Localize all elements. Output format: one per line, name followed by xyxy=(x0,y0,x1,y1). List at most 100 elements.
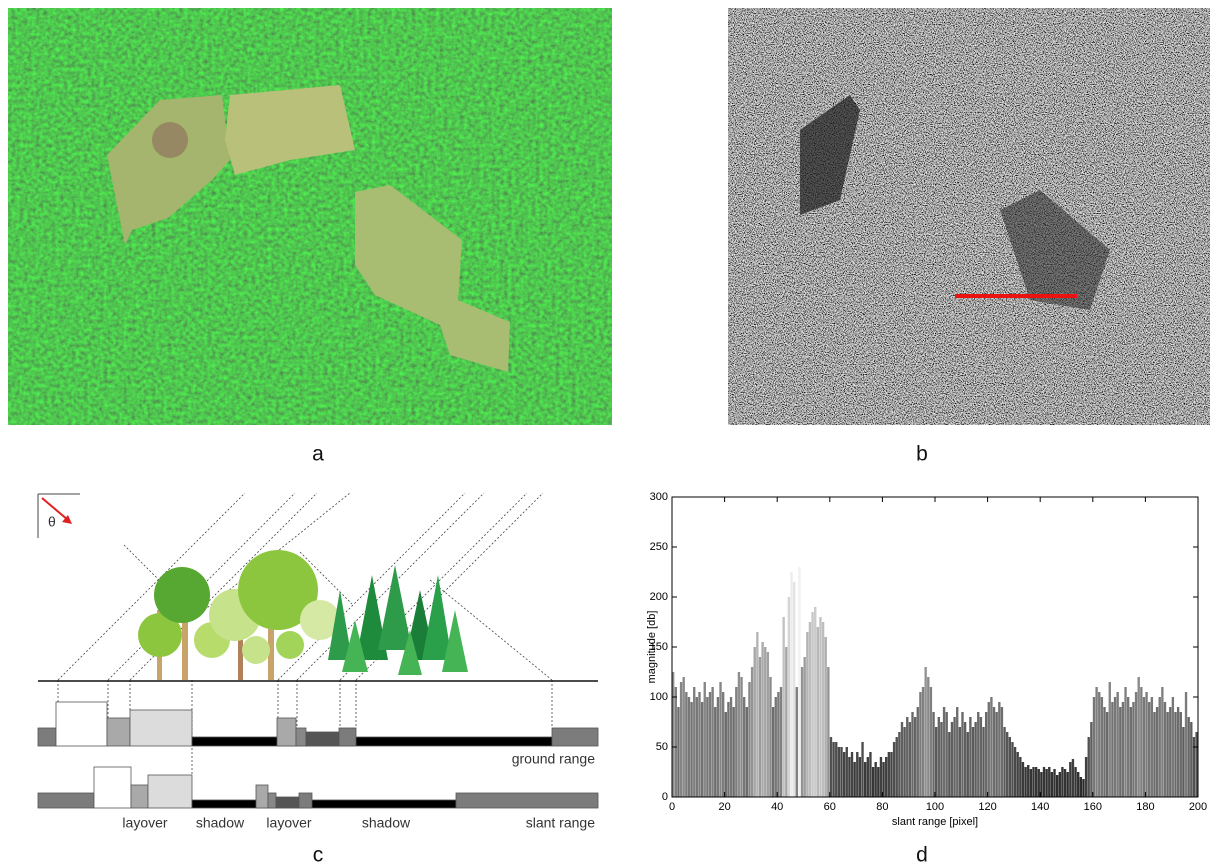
bar xyxy=(698,692,700,797)
bar xyxy=(835,742,837,797)
bar xyxy=(861,742,863,797)
bar xyxy=(801,667,803,797)
bar xyxy=(1111,702,1113,797)
x-tick-label: 200 xyxy=(1189,801,1207,813)
bar xyxy=(804,657,806,797)
bar xyxy=(775,697,777,797)
bar xyxy=(780,687,782,797)
bar xyxy=(953,717,955,797)
bar xyxy=(969,717,971,797)
bar xyxy=(1053,769,1055,797)
bar xyxy=(1077,772,1079,797)
bar xyxy=(806,632,808,797)
bar xyxy=(896,737,898,797)
bar xyxy=(985,712,987,797)
bar xyxy=(793,582,795,797)
x-tick-label: 0 xyxy=(669,801,675,813)
bar xyxy=(911,712,913,797)
bar xyxy=(946,712,948,797)
bar xyxy=(1101,697,1103,797)
bar xyxy=(951,722,953,797)
bar xyxy=(809,622,811,797)
zone-label: layover xyxy=(122,815,167,831)
bar xyxy=(867,757,869,797)
theta: θ xyxy=(48,514,56,530)
bar xyxy=(943,707,945,797)
bar xyxy=(696,697,698,797)
bar xyxy=(1011,742,1013,797)
bar xyxy=(798,567,800,797)
bar xyxy=(964,722,966,797)
bar xyxy=(1059,772,1061,797)
bar xyxy=(830,737,832,797)
bar xyxy=(864,762,866,797)
bar xyxy=(693,687,695,797)
bar xyxy=(959,727,961,797)
bar xyxy=(690,702,692,797)
bar xyxy=(1193,737,1195,797)
bar xyxy=(782,617,784,797)
bar xyxy=(1138,677,1140,797)
bar xyxy=(756,632,758,797)
bar xyxy=(1164,702,1166,797)
bar xyxy=(1151,697,1153,797)
bar xyxy=(988,702,990,797)
zone-label: shadow xyxy=(362,815,411,831)
bar xyxy=(817,627,819,797)
bar xyxy=(1187,717,1189,797)
bar xyxy=(1017,752,1019,797)
bar xyxy=(711,687,713,797)
bar xyxy=(869,752,871,797)
bar xyxy=(790,572,792,797)
bar xyxy=(1038,769,1040,797)
bar xyxy=(822,622,824,797)
bar xyxy=(1019,757,1021,797)
bar xyxy=(1153,712,1155,797)
bar xyxy=(840,747,842,797)
bar xyxy=(1006,732,1008,797)
bar xyxy=(814,607,816,797)
bar xyxy=(882,762,884,797)
bar xyxy=(1024,767,1026,797)
bar xyxy=(1032,767,1034,797)
bar xyxy=(917,707,919,797)
bar xyxy=(1145,692,1147,797)
x-tick-label: 60 xyxy=(824,801,836,813)
bar xyxy=(754,647,756,797)
bar xyxy=(948,732,950,797)
bar xyxy=(927,677,929,797)
bar xyxy=(796,687,798,797)
bar xyxy=(914,717,916,797)
bar xyxy=(832,742,834,797)
axis-label: ground range xyxy=(512,751,596,767)
bar xyxy=(1088,737,1090,797)
bar xyxy=(764,647,766,797)
bar xyxy=(735,687,737,797)
zone-label: layover xyxy=(266,815,311,831)
bar xyxy=(675,687,677,797)
bar xyxy=(843,752,845,797)
bar xyxy=(1180,712,1182,797)
bar xyxy=(856,752,858,797)
bar xyxy=(1140,687,1142,797)
bar xyxy=(982,727,984,797)
bar xyxy=(1090,722,1092,797)
bar xyxy=(819,617,821,797)
bar xyxy=(872,767,874,797)
aerial-photo xyxy=(8,8,612,425)
bar xyxy=(932,712,934,797)
bar xyxy=(930,687,932,797)
bar xyxy=(990,697,992,797)
bar xyxy=(885,757,887,797)
bar xyxy=(777,692,779,797)
bar xyxy=(903,727,905,797)
bar xyxy=(1103,707,1105,797)
bar xyxy=(838,747,840,797)
bar xyxy=(922,687,924,797)
axis-label: slant range xyxy=(526,815,595,831)
bar xyxy=(1082,779,1084,797)
bar xyxy=(725,712,727,797)
bar xyxy=(1014,747,1016,797)
x-tick-label: 40 xyxy=(771,801,783,813)
bar xyxy=(1098,692,1100,797)
